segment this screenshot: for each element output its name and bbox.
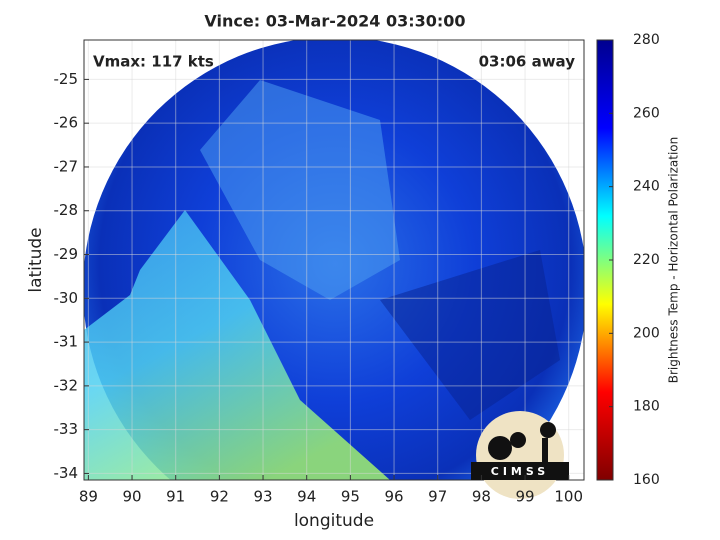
colorbar: 160 180 200 220 240 260 280: [596, 32, 660, 488]
colorbar-label: Brightness Temp - Horizontal Polarizatio…: [667, 137, 681, 384]
annotation: 03:06 away: [479, 53, 576, 71]
x-tick-label: 90: [122, 488, 141, 506]
x-tick-label: 96: [384, 488, 403, 506]
y-tick-label: -33: [54, 420, 79, 438]
plot-frame: [83, 39, 585, 481]
x-tick-label: 99: [516, 488, 535, 506]
x-tick-label: 94: [297, 488, 316, 506]
y-tick-label: -29: [54, 245, 79, 263]
colorbar-tick-label: 280: [633, 32, 660, 48]
y-tick-label: -31: [54, 333, 79, 351]
y-tick-label: -28: [54, 201, 79, 219]
colorbar-tick-label: 220: [633, 252, 660, 268]
grid: [84, 40, 584, 480]
logo: CIMSS: [471, 411, 569, 499]
colorbar-tick-label: 240: [633, 179, 660, 195]
y-tick-label: -30: [54, 289, 79, 307]
chart-title: Vince: 03-Mar-2024 03:30:00: [204, 12, 465, 31]
y-tick-label: -25: [54, 70, 79, 88]
y-axis-label: latitude: [26, 227, 46, 292]
annotation: Vmax: 117 kts: [93, 53, 214, 71]
cloud-band: [380, 250, 560, 420]
x-tick-label: 98: [472, 488, 491, 506]
x-tick-label: 89: [79, 488, 98, 506]
colorbar-tick-label: 200: [633, 325, 660, 341]
x-tick-label: 97: [428, 488, 447, 506]
x-tick-label: 95: [341, 488, 360, 506]
colorbar-tick-label: 160: [633, 472, 660, 488]
y-tick-label: -32: [54, 376, 79, 394]
colorbar-tick-label: 180: [633, 399, 660, 415]
y-tick-label: -26: [54, 114, 79, 132]
x-tick-label: 92: [210, 488, 229, 506]
cold-sector: [84, 210, 390, 480]
x-axis-label: longitude: [294, 511, 374, 531]
x-tick-label: 100: [554, 488, 583, 506]
colorbar-tick-label: 260: [633, 105, 660, 121]
x-tick-label: 93: [253, 488, 272, 506]
x-tick-label: 91: [166, 488, 185, 506]
y-tick-label: -27: [54, 157, 79, 175]
y-tick-label: -34: [54, 464, 79, 482]
logo-text: CIMSS: [491, 465, 549, 478]
image-layer: [84, 40, 584, 480]
